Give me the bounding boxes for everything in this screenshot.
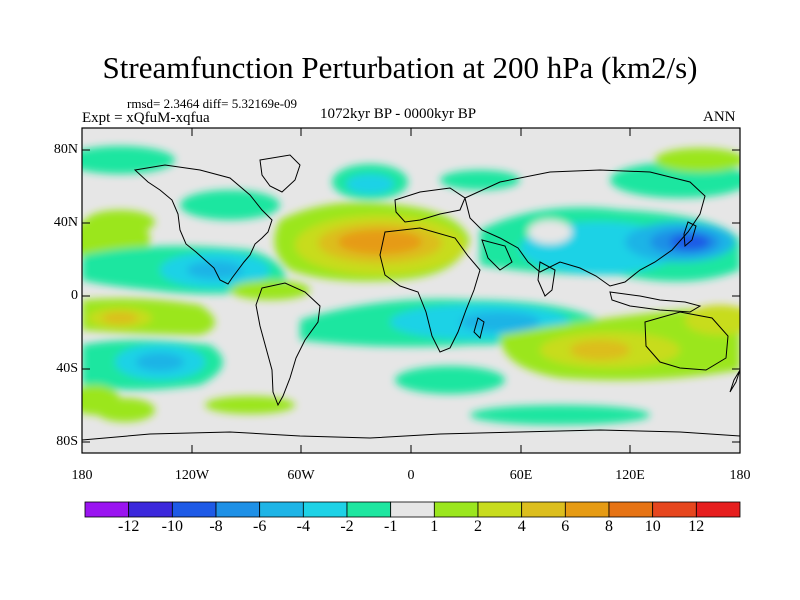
colorbar-box: [215, 501, 261, 518]
colorbar-label: -10: [161, 518, 183, 535]
colorbar-box: [390, 501, 435, 518]
coastlines: [82, 154, 740, 441]
contour-field: [82, 128, 740, 453]
experiment-label: Expt = xQfuM-xqfua: [82, 110, 210, 126]
colorbar-label: 10: [644, 518, 661, 535]
colorbar-label: 1: [430, 518, 439, 535]
lon-label-0: 0: [407, 468, 415, 483]
colorbar-box: [477, 501, 523, 518]
lat-label-40s: 40S: [56, 361, 78, 376]
stats-text: rmsd= 2.3464 diff= 5.32169e-09: [127, 96, 298, 111]
colorbar-label: -1: [384, 518, 398, 535]
colorbar-box: [521, 501, 566, 518]
colorbar-box: [433, 501, 479, 518]
colorbar-box: [695, 501, 741, 518]
colorbar-label: 4: [517, 518, 526, 535]
colorbar-box: [128, 501, 173, 518]
colorbar-label: -12: [118, 518, 140, 535]
lon-label-120w: 120W: [174, 468, 210, 483]
plot-title: Streamfunction Perturbation at 200 hPa (…: [102, 50, 698, 85]
colorbar-label: -8: [209, 518, 223, 535]
colorbar-box: [171, 501, 217, 518]
lon-label-60w: 60W: [287, 468, 315, 483]
colorbar-box: [302, 501, 348, 518]
lon-label-60e: 60E: [509, 468, 533, 483]
colorbar-box: [652, 501, 697, 518]
colorbar-label: 6: [561, 518, 570, 535]
colorbar-box: [346, 501, 392, 518]
lat-label-0: 0: [71, 288, 78, 303]
colorbar-label: -2: [340, 518, 354, 535]
colorbar-label: -4: [296, 518, 310, 535]
colorbar: [84, 501, 741, 518]
period-label: 1072kyr BP - 0000kyr BP: [320, 106, 477, 122]
lat-label-80n: 80N: [53, 142, 78, 157]
lon-label-120e: 120E: [615, 468, 645, 483]
colorbar-box: [564, 501, 610, 518]
lat-label-40n: 40N: [53, 215, 78, 230]
lat-label-80s: 80S: [56, 434, 78, 449]
colorbar-label: -6: [253, 518, 267, 535]
colorbar-label: 12: [688, 518, 705, 535]
colorbar-box: [608, 501, 654, 518]
lon-label-180e: 180: [729, 468, 751, 483]
lon-label-180w: 180: [71, 468, 93, 483]
colorbar-box: [259, 501, 304, 518]
colorbar-box: [84, 501, 130, 518]
axis-ticks: [82, 128, 740, 453]
colorbar-label: 8: [605, 518, 613, 535]
colorbar-label: 2: [474, 518, 482, 535]
season-label: ANN: [703, 109, 736, 125]
